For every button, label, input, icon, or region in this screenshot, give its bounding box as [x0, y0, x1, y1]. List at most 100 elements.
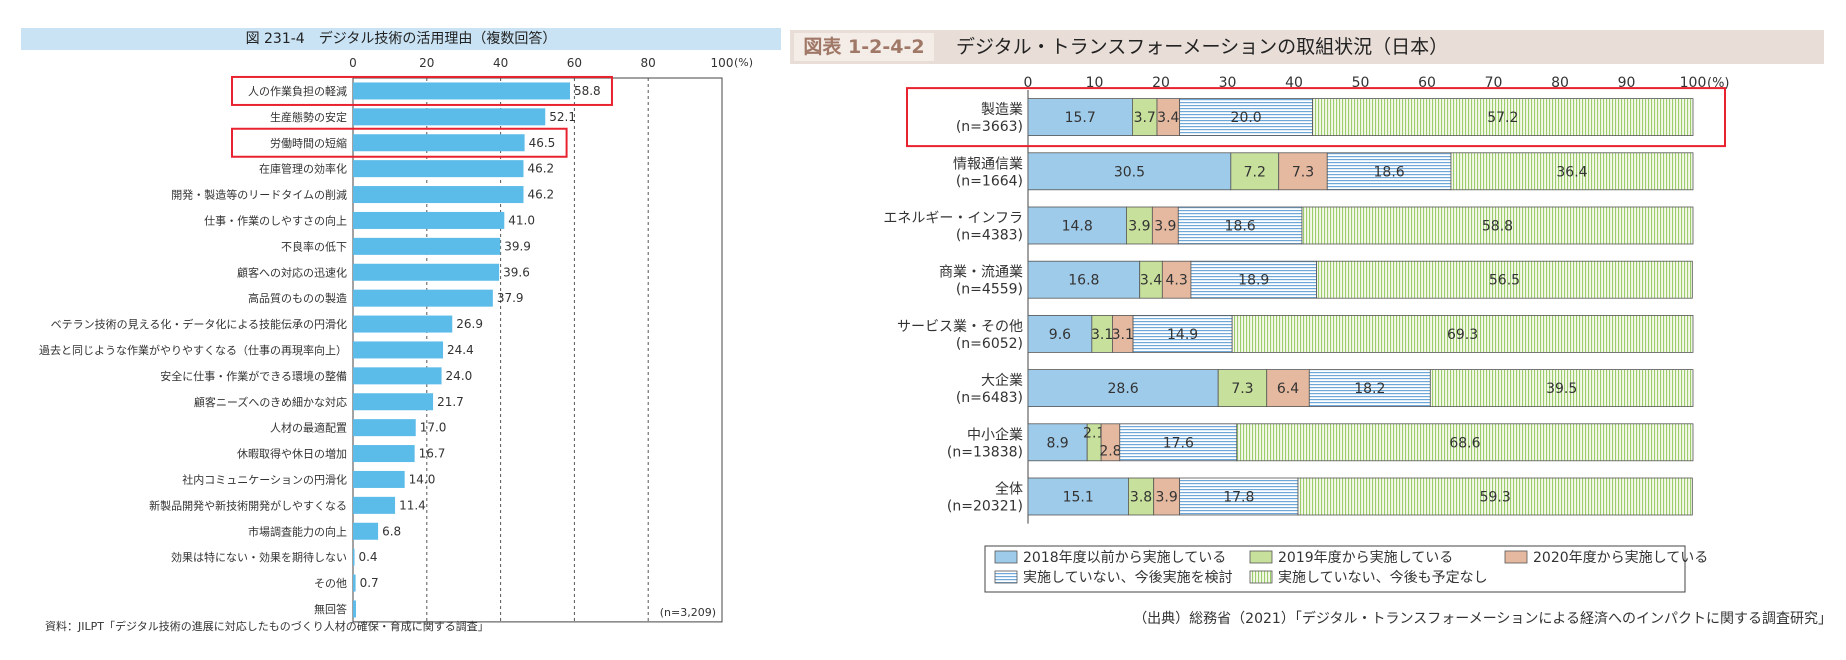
right-x-tick-label: 80: [1551, 75, 1569, 91]
right-bar-segment: [1231, 314, 1694, 353]
right-segment-value-label: 18.6: [1225, 219, 1256, 235]
right-bar-segment: [1179, 477, 1299, 516]
right-bar-segment: [1429, 369, 1694, 408]
right-segment-value-label: 68.6: [1449, 435, 1480, 451]
right-segment-value-label: 3.9: [1156, 490, 1178, 506]
left-bar: [353, 393, 434, 411]
left-value-label: 46.2: [527, 162, 554, 176]
left-bar: [353, 186, 524, 204]
left-value-label: 16.7: [419, 447, 446, 461]
left-sample-size-note: (n=3,209): [660, 606, 716, 619]
left-value-label: 26.9: [456, 317, 483, 331]
right-category-label: 大企業: [981, 372, 1023, 389]
right-category-label: エネルギー・インフラ: [883, 211, 1023, 227]
left-category-label: 顧客への対応の迅速化: [237, 265, 347, 279]
left-category-label: 人材の最適配置: [270, 421, 347, 435]
right-x-tick-label: 20: [1152, 75, 1170, 91]
right-segment-value-label: 69.3: [1447, 327, 1478, 343]
left-category-label: 顧客ニーズへのきめ細かな対応: [194, 395, 347, 409]
right-bar-segment: [1450, 152, 1694, 191]
right-legend-label: 実施していない、今後も予定なし: [1278, 570, 1488, 586]
right-legend-label: 2019年度から実施している: [1278, 550, 1453, 566]
left-value-label: 39.9: [504, 239, 531, 253]
left-highlight-box: [231, 127, 568, 158]
left-bar: [353, 445, 415, 463]
right-bar-segment: [1027, 314, 1093, 353]
left-figure: 図 231-4 デジタル技術の活用理由（複数回答） 0 20 40 60 80 100 (%…: [0, 0, 790, 660]
right-segment-value-label: 20.0: [1231, 110, 1262, 126]
right-x-tick-label: 60: [1418, 75, 1436, 91]
left-category-label: 生産態勢の安定: [270, 110, 347, 124]
right-bar-segment: [1326, 152, 1452, 191]
right-segment-value-label: 3.4: [1157, 110, 1179, 126]
right-segment-value-label: 15.7: [1065, 110, 1096, 126]
right-category-n: (n=6483): [956, 390, 1023, 406]
right-bar-segment: [1190, 260, 1318, 299]
right-bar-segment: [1278, 152, 1328, 191]
right-x-tick-label: 90: [1618, 75, 1636, 91]
right-legend-swatch: [994, 570, 1018, 584]
right-bar-segment: [1027, 98, 1133, 136]
right-legend-swatch: [1249, 550, 1273, 564]
right-x-tick-label: 10: [1086, 75, 1104, 91]
right-category-n: (n=4559): [956, 282, 1023, 298]
left-bar: [353, 470, 405, 488]
left-value-label: 39.6: [503, 265, 530, 279]
left-bar: [353, 574, 356, 592]
right-segment-value-label: 17.8: [1223, 490, 1254, 506]
left-category-label: 人の作業負担の軽減: [248, 84, 347, 98]
right-category-label: 中小企業: [967, 426, 1023, 443]
right-segment-value-label: 59.3: [1480, 490, 1511, 506]
right-legend-swatch: [1504, 550, 1528, 564]
right-segment-value-label: 16.8: [1068, 273, 1099, 289]
right-category-label: 全体: [995, 481, 1023, 498]
right-segment-value-label: 7.2: [1244, 164, 1266, 180]
left-category-label: 仕事・作業のしやすさの向上: [204, 213, 347, 227]
right-segment-value-label: 58.8: [1482, 219, 1513, 235]
left-bar: [353, 289, 493, 307]
left-value-label: 24.0: [446, 369, 473, 383]
left-bar: [353, 522, 379, 540]
right-bar-segment: [1236, 423, 1694, 462]
right-legend-label: 2018年度以前から実施している: [1023, 549, 1226, 566]
right-figure: 図表 1-2-4-2 デジタル・トランスフォーメーションの取組状況（日本） 0 1…: [790, 0, 1846, 660]
right-segment-value-label: 17.6: [1163, 435, 1194, 451]
left-x-tick-label: 100: [711, 56, 734, 70]
right-category-label: 製造業: [981, 102, 1023, 118]
left-x-tick-label: 20: [419, 56, 434, 70]
right-source-note: （出典）総務省（2021）「デジタル・トランスフォーメーションによる経済へのイン…: [1133, 611, 1832, 627]
right-category-n: (n=13838): [947, 444, 1023, 460]
right-segment-value-label: 2.8: [1099, 443, 1121, 459]
right-category-n: (n=1664): [956, 173, 1023, 189]
right-legend-swatch: [994, 550, 1018, 564]
right-bar-segment: [1027, 152, 1232, 191]
right-segment-value-label: 8.9: [1046, 435, 1068, 451]
right-bar-segment: [1027, 260, 1141, 299]
left-highlight-box: [231, 75, 613, 106]
left-bar: [353, 367, 442, 385]
left-chart-title: 図 231-4 デジタル技術の活用理由（複数回答）: [21, 28, 781, 50]
right-bar-segment: [1027, 369, 1219, 408]
right-legend-frame: [984, 545, 1686, 593]
left-value-label: 41.0: [508, 213, 535, 227]
right-x-tick-label: 30: [1219, 75, 1237, 91]
left-category-label: 無回答: [314, 602, 347, 616]
right-segment-value-label: 36.4: [1556, 164, 1587, 180]
right-bar-segment: [1177, 206, 1303, 245]
left-bar: [353, 211, 505, 229]
left-value-label: 6.8: [382, 524, 401, 538]
left-value-label: 14.0: [409, 472, 436, 486]
left-bar: [353, 419, 416, 437]
left-x-tick-label: 60: [567, 56, 582, 70]
left-bar: [353, 134, 525, 152]
left-category-label: 過去と同じような作業がやりやすくなる（仕事の再現率向上）: [39, 343, 347, 357]
left-category-label: 市場調査能力の向上: [248, 524, 347, 538]
left-bar: [353, 263, 500, 281]
left-value-label: 17.0: [420, 421, 447, 435]
left-value-label: 58.8: [574, 84, 601, 98]
right-segment-value-label: 3.1: [1112, 327, 1134, 343]
right-segment-value-label: 7.3: [1231, 381, 1253, 397]
left-bar: [353, 341, 444, 359]
right-title-bar: 図表 1-2-4-2 デジタル・トランスフォーメーションの取組状況（日本）: [790, 30, 1824, 64]
right-segment-value-label: 9.6: [1049, 327, 1071, 343]
